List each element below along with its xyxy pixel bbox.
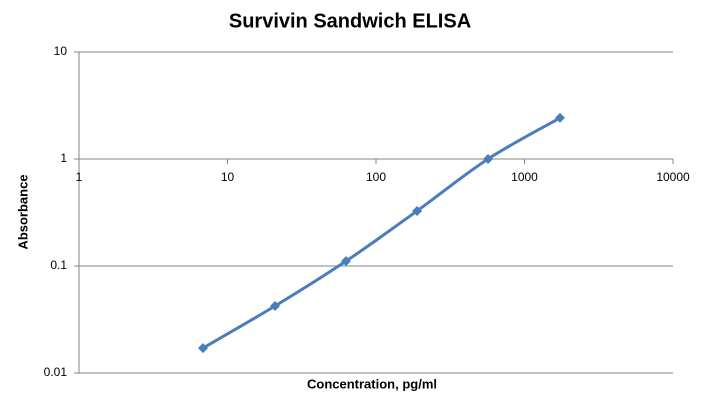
- y-tick-label: 10: [54, 44, 68, 58]
- data-point: [270, 300, 281, 311]
- data-point: [412, 205, 423, 216]
- x-tick-label: 1: [76, 170, 83, 184]
- y-tick-label: 0.01: [44, 365, 68, 379]
- y-tick-label: 1: [60, 151, 67, 165]
- x-tick-label: 100: [366, 170, 386, 184]
- x-tick-label: 1000: [511, 170, 538, 184]
- x-tick-label: 10000: [656, 170, 690, 184]
- data-point: [198, 343, 209, 354]
- data-point: [483, 154, 494, 164]
- data-point: [340, 256, 351, 267]
- chart-title: Survivin Sandwich ELISA: [229, 10, 471, 32]
- x-axis-title: Concentration, pg/ml: [307, 376, 437, 391]
- x-tick-label: 10: [221, 170, 235, 184]
- y-tick-label: 0.1: [50, 258, 67, 272]
- data-point: [554, 112, 565, 123]
- data-line: [202, 116, 561, 350]
- y-axis-title: Absorbance: [15, 174, 30, 249]
